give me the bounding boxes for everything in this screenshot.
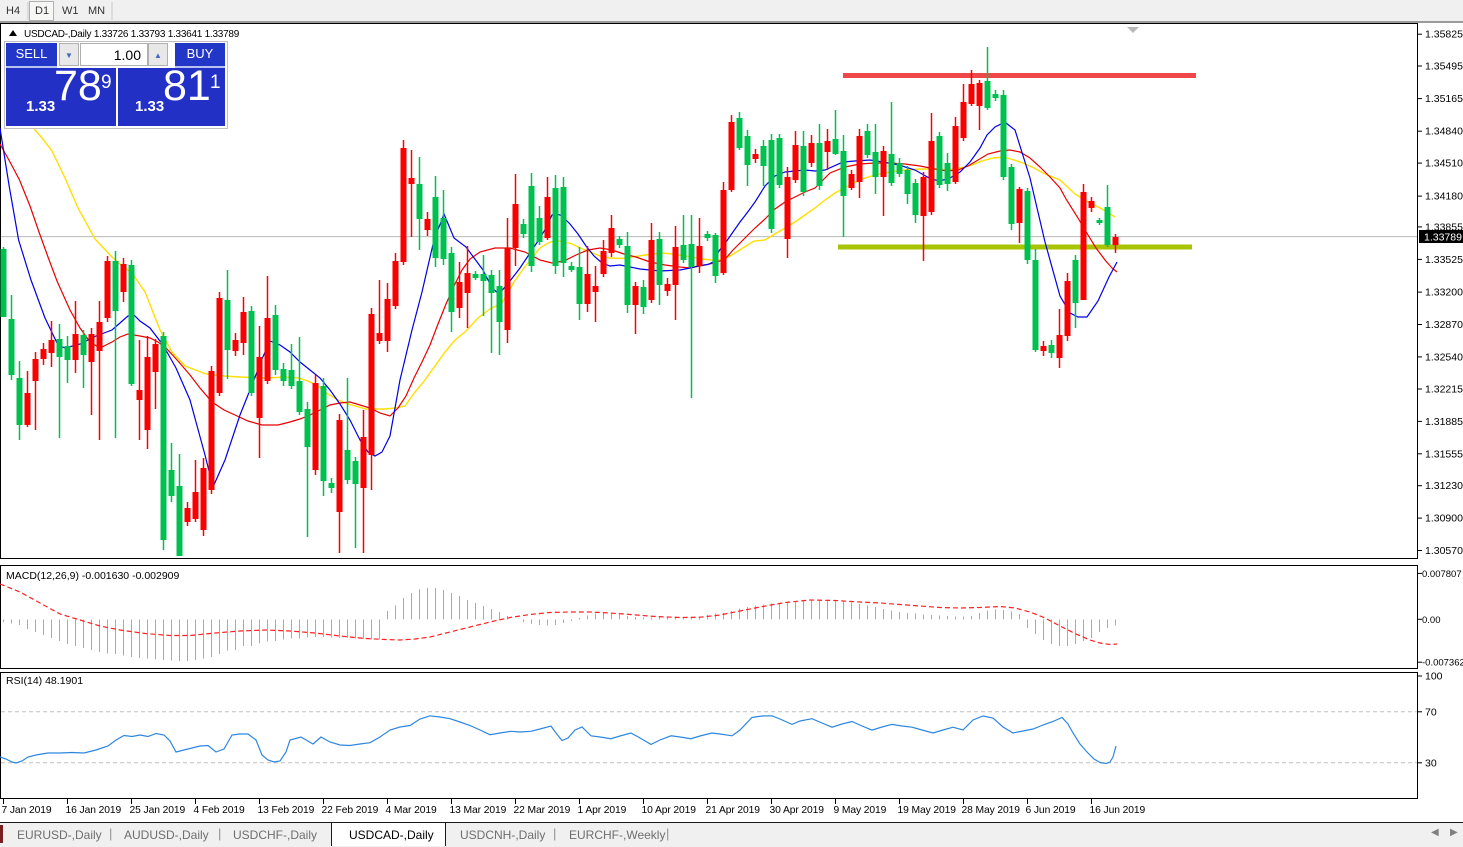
svg-text:16 Jan 2019: 16 Jan 2019	[66, 805, 122, 816]
svg-text:1.33789: 1.33789	[1424, 232, 1462, 244]
svg-text:1.32870: 1.32870	[1425, 319, 1463, 331]
svg-text:28 May 2019: 28 May 2019	[962, 805, 1021, 816]
svg-text:100: 100	[1425, 671, 1443, 683]
svg-text:1.30900: 1.30900	[1425, 513, 1463, 525]
svg-text:1.32540: 1.32540	[1425, 351, 1463, 363]
svg-text:MACD(12,26,9) -0.001630 -0.002: MACD(12,26,9) -0.001630 -0.002909	[6, 570, 180, 582]
svg-text:1.31555: 1.31555	[1425, 448, 1463, 460]
svg-text:1.34510: 1.34510	[1425, 158, 1463, 170]
svg-text:0.00: 0.00	[1422, 615, 1441, 626]
svg-text:4 Feb 2019: 4 Feb 2019	[194, 805, 245, 816]
svg-text:W1: W1	[62, 5, 79, 17]
svg-text:1.34840: 1.34840	[1425, 126, 1463, 138]
svg-text:-0.007362: -0.007362	[1422, 658, 1463, 669]
svg-text:1.33200: 1.33200	[1425, 287, 1463, 299]
svg-text:70: 70	[1425, 706, 1437, 718]
svg-text:1.35495: 1.35495	[1425, 61, 1463, 73]
svg-text:0.007807: 0.007807	[1422, 569, 1462, 580]
svg-text:1.30570: 1.30570	[1425, 545, 1463, 557]
svg-text:21 Apr 2019: 21 Apr 2019	[706, 805, 761, 816]
svg-text:30: 30	[1425, 757, 1437, 769]
svg-text:19 May 2019: 19 May 2019	[898, 805, 957, 816]
svg-text:1.34180: 1.34180	[1425, 191, 1463, 203]
svg-text:22 Feb 2019: 22 Feb 2019	[322, 805, 379, 816]
svg-text:1.31885: 1.31885	[1425, 416, 1463, 428]
svg-text:16 Jun 2019: 16 Jun 2019	[1090, 805, 1146, 816]
svg-text:13 Feb 2019: 13 Feb 2019	[258, 805, 315, 816]
svg-text:6 Jun 2019: 6 Jun 2019	[1026, 805, 1076, 816]
svg-text:25 Jan 2019: 25 Jan 2019	[130, 805, 186, 816]
svg-text:4 Mar 2019: 4 Mar 2019	[386, 805, 437, 816]
svg-text:RSI(14) 48.1901: RSI(14) 48.1901	[6, 675, 83, 687]
svg-text:7 Jan 2019: 7 Jan 2019	[2, 805, 52, 816]
svg-text:22 Mar 2019: 22 Mar 2019	[514, 805, 571, 816]
svg-text:1.32215: 1.32215	[1425, 384, 1463, 396]
svg-text:H4: H4	[6, 5, 20, 17]
svg-text:1.35165: 1.35165	[1425, 93, 1463, 105]
svg-text:1.31230: 1.31230	[1425, 480, 1463, 492]
svg-text:10 Apr 2019: 10 Apr 2019	[642, 805, 697, 816]
svg-text:1 Apr 2019: 1 Apr 2019	[578, 805, 627, 816]
svg-text:9 May 2019: 9 May 2019	[834, 805, 887, 816]
svg-text:D1: D1	[35, 5, 49, 17]
svg-text:1.33525: 1.33525	[1425, 254, 1463, 266]
svg-text:13 Mar 2019: 13 Mar 2019	[450, 805, 507, 816]
svg-text:1.35825: 1.35825	[1425, 29, 1463, 41]
svg-text:MN: MN	[88, 5, 105, 17]
svg-text:30 Apr 2019: 30 Apr 2019	[770, 805, 825, 816]
svg-text:USDCAD-,Daily 1.33726 1.33793: USDCAD-,Daily 1.33726 1.33793 1.33641 1.…	[24, 29, 240, 40]
